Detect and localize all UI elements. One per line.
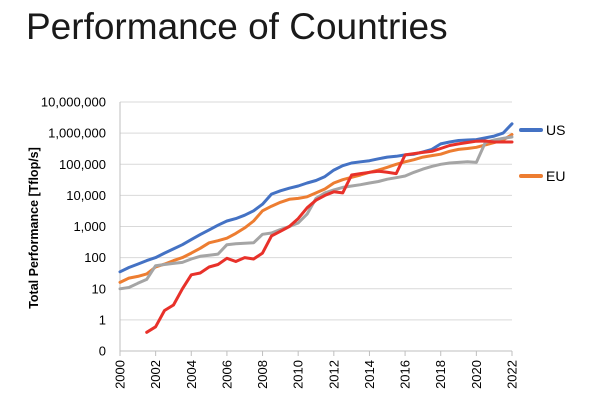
- x-tick-label: 2000: [113, 360, 128, 389]
- y-tick-label: 10: [92, 281, 106, 296]
- tick-labels: 0 1 10 100 1,000 10,000 100,000 1,000,000 10,000…: [41, 95, 520, 389]
- y-axis-label: Total Performance [Tflop/s]: [27, 147, 41, 309]
- x-tick-label: 2002: [148, 360, 163, 389]
- y-tick-label: 100,000: [59, 157, 106, 172]
- series-lines: [118, 122, 514, 334]
- slide-title: Performance of Countries: [26, 6, 448, 47]
- x-tick-label: 2020: [469, 360, 484, 389]
- chart-axes: [119, 102, 513, 356]
- y-tick-label: 10,000: [66, 188, 106, 203]
- y-tick-label: 1,000,000: [48, 126, 106, 141]
- legend-eu-label: EU: [546, 168, 565, 184]
- x-tick-label: 2008: [255, 360, 270, 389]
- y-tick-label: 10,000,000: [41, 95, 106, 110]
- eu-line: [118, 133, 514, 284]
- x-tick-label: 2006: [219, 360, 234, 389]
- grid-lines: [120, 101, 512, 352]
- x-tick-label: 2012: [326, 360, 341, 389]
- x-tick-label: 2016: [398, 360, 413, 389]
- x-tick-label: 2022: [505, 360, 520, 389]
- y-tick-label: 1,000: [73, 219, 106, 234]
- x-tick-label: 2014: [362, 360, 377, 389]
- y-tick-label: 1: [99, 312, 106, 327]
- series-4-line: [145, 139, 514, 334]
- series-3-line: [118, 135, 514, 291]
- legend-us-label: US: [546, 122, 565, 138]
- y-tick-label: 100: [84, 250, 106, 265]
- legend: US EU: [519, 122, 565, 184]
- x-tick-label: 2018: [433, 360, 448, 389]
- y-tick-label: 0: [99, 344, 106, 359]
- x-tick-label: 2004: [184, 360, 199, 389]
- us-line: [118, 122, 514, 274]
- x-tick-label: 2010: [291, 360, 306, 389]
